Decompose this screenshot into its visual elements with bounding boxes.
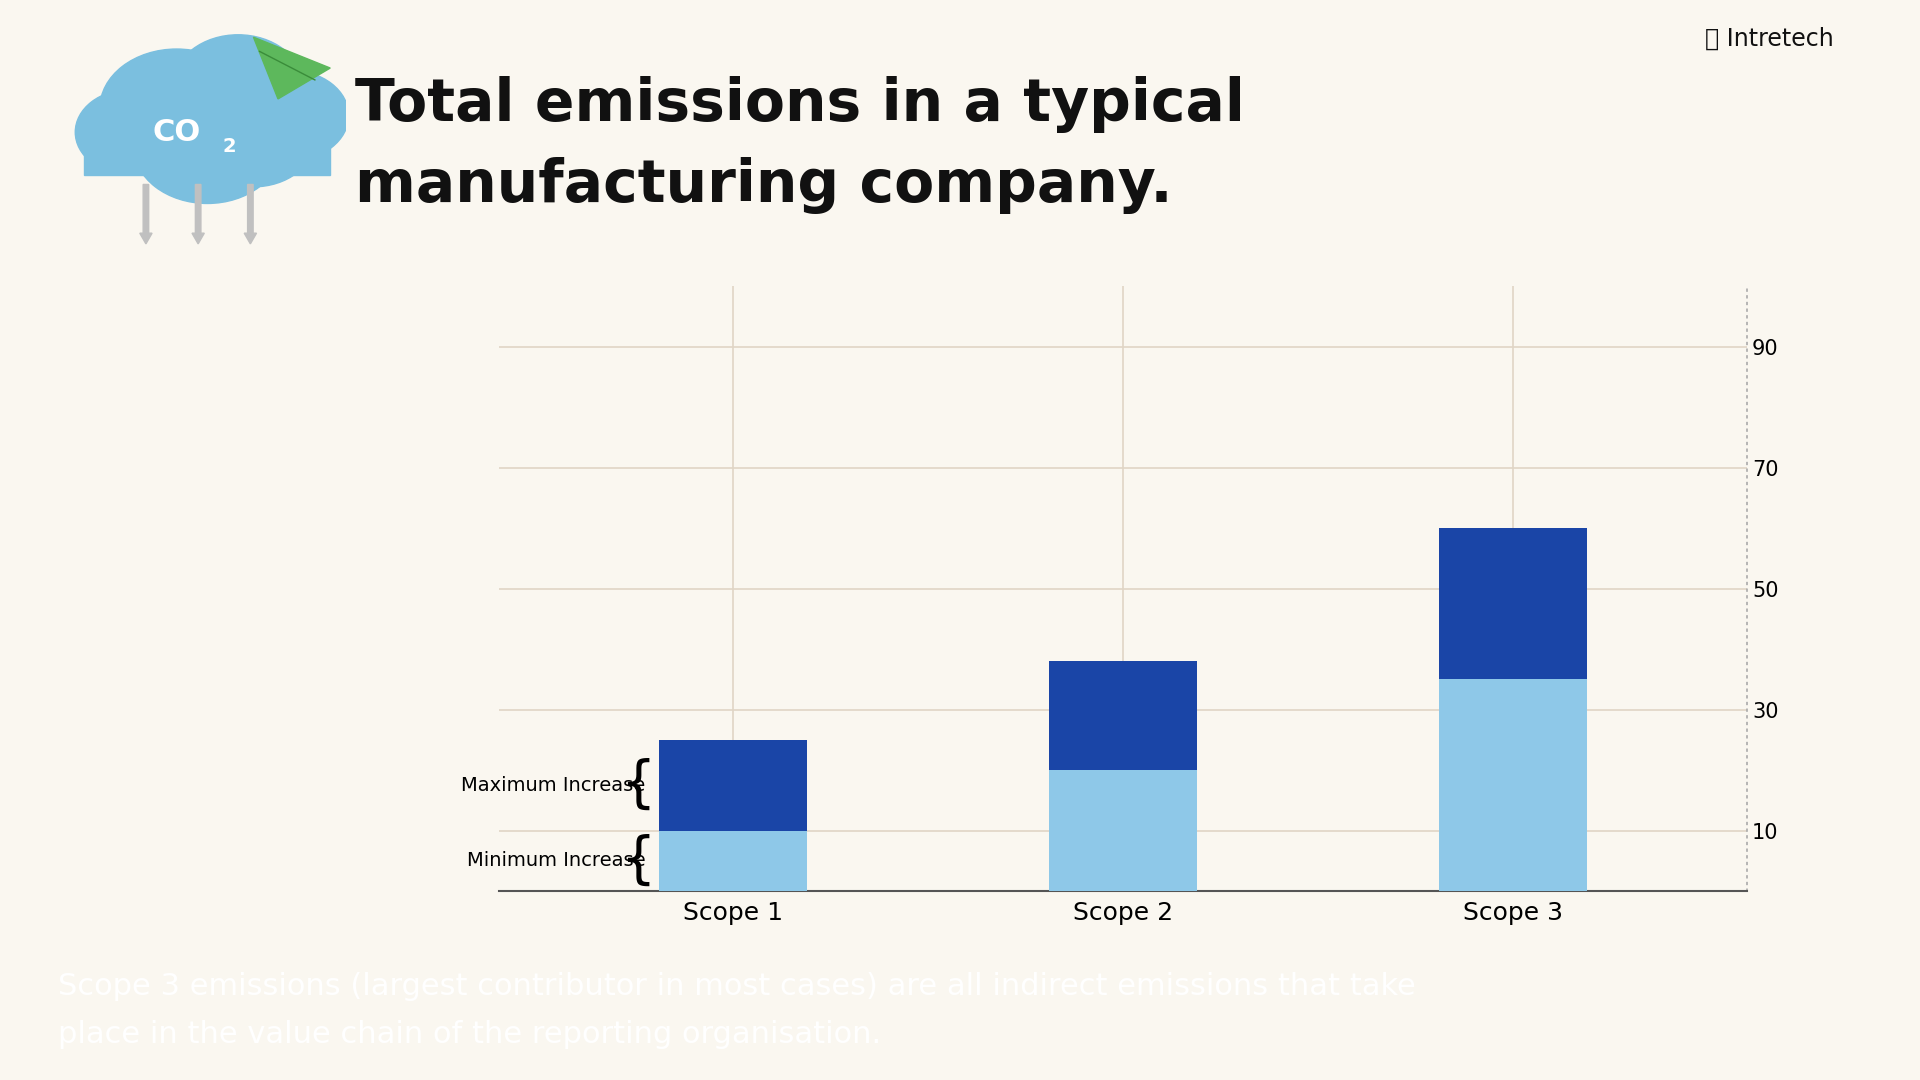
Circle shape — [100, 49, 253, 167]
Text: Minimum Increase: Minimum Increase — [467, 851, 645, 870]
Bar — [659, 831, 806, 891]
Circle shape — [134, 90, 280, 203]
Text: {: { — [620, 758, 655, 812]
Bar — [1048, 661, 1198, 770]
Text: place in the value chain of the reporting organisation.: place in the value chain of the reportin… — [58, 1021, 881, 1049]
Bar — [1440, 679, 1588, 891]
Text: CO: CO — [152, 118, 202, 147]
Circle shape — [75, 90, 186, 175]
FancyArrow shape — [140, 185, 152, 244]
Bar — [84, 127, 330, 175]
FancyArrow shape — [244, 185, 257, 244]
FancyArrow shape — [192, 185, 204, 244]
Text: Scope 3 emissions (largest contributor in most cases) are all indirect emissions: Scope 3 emissions (largest contributor i… — [58, 972, 1415, 1000]
Text: manufacturing company.: manufacturing company. — [355, 157, 1173, 214]
Polygon shape — [253, 37, 330, 99]
Bar — [1048, 770, 1198, 891]
Text: Total emissions in a typical: Total emissions in a typical — [355, 76, 1244, 133]
Circle shape — [173, 35, 303, 135]
Text: 2: 2 — [223, 137, 236, 156]
Circle shape — [232, 70, 349, 161]
Circle shape — [192, 92, 315, 187]
Text: {: { — [620, 834, 655, 888]
Bar — [1440, 528, 1588, 679]
Bar — [659, 740, 806, 831]
Text: ⤵ Intretech: ⤵ Intretech — [1705, 27, 1834, 51]
Text: Maximum Increase: Maximum Increase — [461, 775, 645, 795]
